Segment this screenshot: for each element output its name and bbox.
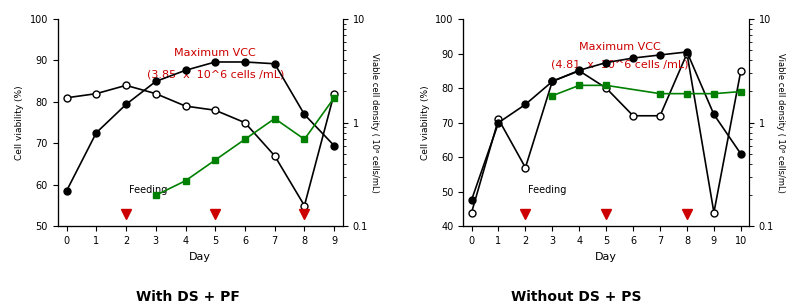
Y-axis label: Viable cell density ( 10⁶ cells/mL): Viable cell density ( 10⁶ cells/mL) (776, 53, 785, 193)
Text: Maximum VCC: Maximum VCC (578, 42, 661, 52)
Text: Feeding: Feeding (528, 185, 566, 195)
Text: With DS + PF: With DS + PF (136, 290, 240, 304)
Y-axis label: Cell viability (%): Cell viability (%) (421, 85, 430, 160)
X-axis label: Day: Day (595, 252, 618, 262)
Text: Without DS + PS: Without DS + PS (510, 290, 642, 304)
Text: Feeding: Feeding (129, 185, 167, 195)
Text: Maximum VCC: Maximum VCC (174, 48, 256, 58)
X-axis label: Day: Day (190, 252, 211, 262)
Y-axis label: Cell viability (%): Cell viability (%) (15, 85, 24, 160)
Y-axis label: Viable cell density ( 10⁶ cells/mL): Viable cell density ( 10⁶ cells/mL) (370, 53, 379, 193)
Text: (4.81  x  10^6 cells /mL): (4.81 x 10^6 cells /mL) (551, 59, 689, 69)
Text: (3.85  x  10^6 cells /mL): (3.85 x 10^6 cells /mL) (146, 69, 284, 79)
